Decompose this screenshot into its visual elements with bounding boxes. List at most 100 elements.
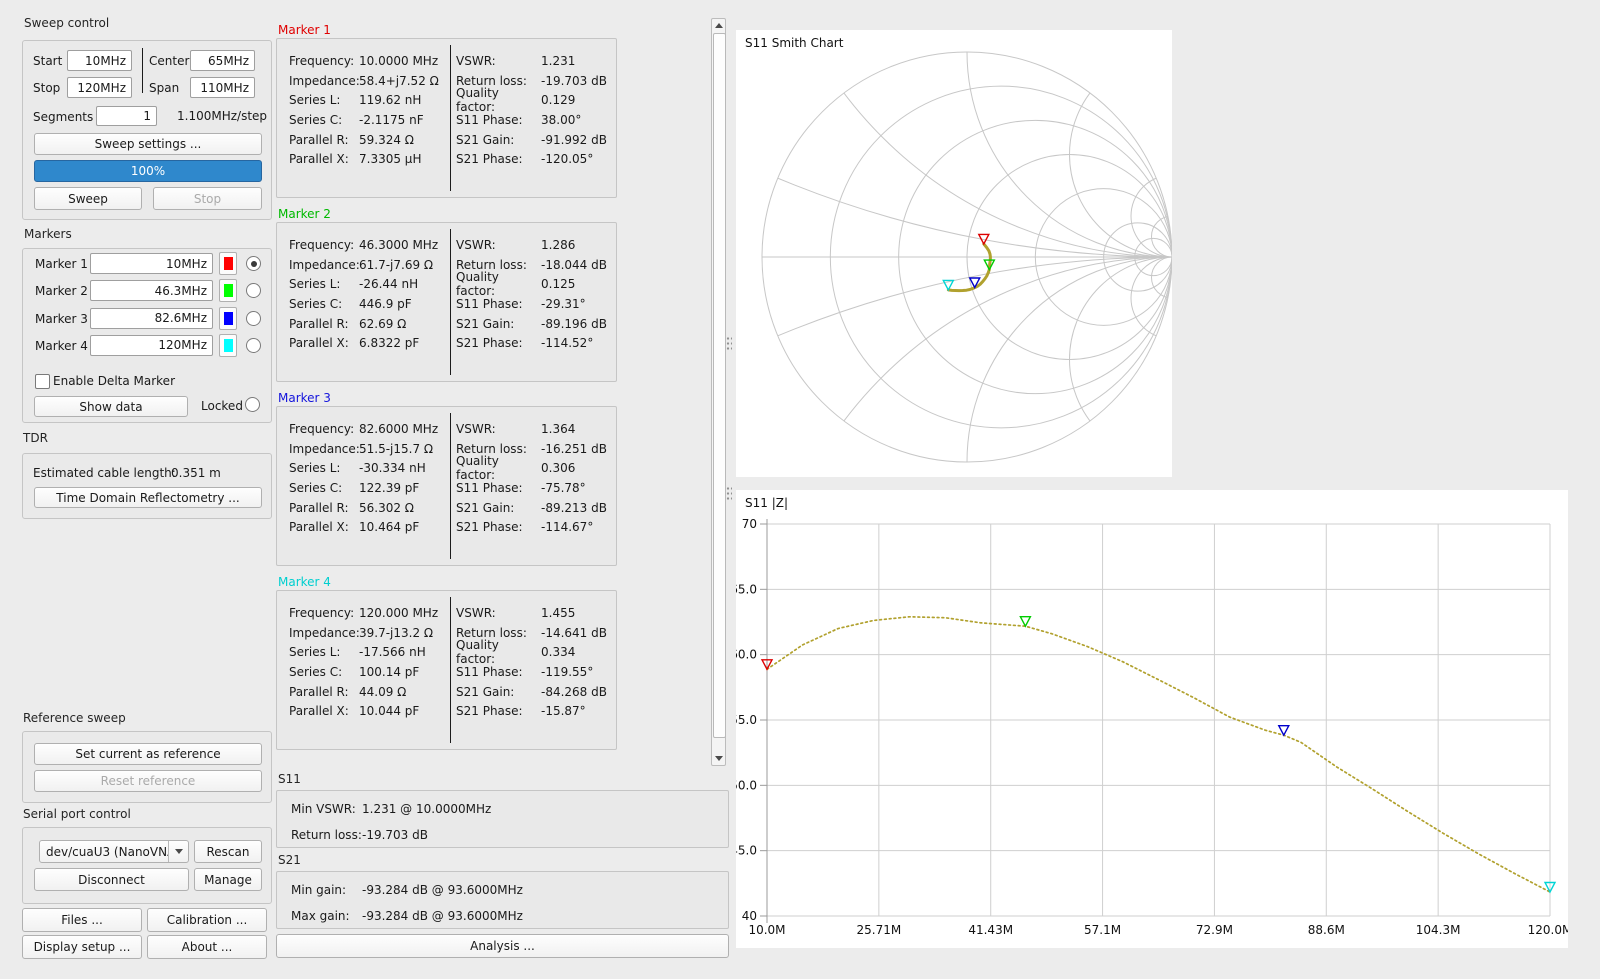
- segments-input[interactable]: 1: [96, 106, 157, 126]
- display-setup-button[interactable]: Display setup ...: [22, 935, 142, 959]
- marker-select-radio[interactable]: [246, 256, 261, 271]
- marker-label: Marker 1: [35, 257, 88, 271]
- marker-color-swatch[interactable]: [219, 306, 237, 330]
- enable-delta-marker-checkbox[interactable]: [35, 374, 50, 389]
- field-label: S11 Phase:: [456, 480, 523, 495]
- marker-color: [223, 338, 233, 352]
- field-value: 1.286: [541, 237, 576, 252]
- tdr-button[interactable]: Time Domain Reflectometry ...: [34, 487, 262, 508]
- field-value: 446.9 pF: [359, 296, 412, 311]
- sweep-control-title: Sweep control: [24, 16, 110, 30]
- field-value: 82.6000 MHz: [359, 421, 439, 436]
- stop-input[interactable]: 120MHz: [67, 77, 132, 98]
- field-label: VSWR:: [456, 421, 496, 436]
- field-value: -19.703 dB: [541, 73, 607, 88]
- field-label: Series L:: [289, 93, 341, 108]
- magz-marker-4-icon: [1543, 881, 1557, 894]
- smith-chart-panel[interactable]: S11 Smith Chart: [736, 30, 1172, 477]
- show-data-button[interactable]: Show data: [34, 396, 188, 417]
- marker-select-radio[interactable]: [246, 310, 261, 326]
- field-value: 1.364: [541, 421, 576, 436]
- marker-frequency-input[interactable]: 82.6MHz: [90, 307, 213, 329]
- field-value: 44.09 Ω: [359, 684, 407, 699]
- smith-marker-2-icon: [983, 259, 996, 272]
- reference-sweep-group: [22, 731, 272, 803]
- field-value: -120.05°: [541, 152, 594, 167]
- sweep-button[interactable]: Sweep: [34, 187, 142, 210]
- field-label: S21 Gain:: [456, 684, 515, 699]
- splitter-handle[interactable]: [726, 336, 732, 352]
- marker-select-radio[interactable]: [246, 337, 261, 353]
- scroll-down-icon[interactable]: [712, 752, 725, 765]
- marker-scrollbar[interactable]: [711, 18, 726, 766]
- marker-color-swatch[interactable]: [219, 252, 237, 275]
- scrollbar-thumb[interactable]: [713, 33, 726, 738]
- magz-x-tick-label: 72.9M: [1196, 923, 1233, 937]
- field-label: S21 Gain:: [456, 132, 515, 147]
- field-value: 7.3305 µH: [359, 152, 422, 167]
- field-label: Parallel X:: [289, 336, 349, 351]
- field-label: Impedance:: [289, 73, 360, 88]
- serial-port-group: [22, 827, 272, 904]
- span-input[interactable]: 110MHz: [190, 77, 255, 98]
- manage-button[interactable]: Manage: [194, 868, 262, 891]
- marker-color-swatch[interactable]: [219, 333, 237, 357]
- marker-color-swatch[interactable]: [219, 279, 237, 303]
- marker-frequency-input[interactable]: 120MHz: [90, 334, 213, 356]
- sweep-settings-button[interactable]: Sweep settings ...: [34, 133, 262, 155]
- serial-port-select[interactable]: dev/cuaU3 (NanoVNA): [39, 840, 189, 863]
- magz-chart-svg[interactable]: 10.0M 25.71M 41.43M 57.1M 72.9M 88.6M 104.3M 12…: [736, 490, 1568, 948]
- calibration-button[interactable]: Calibration ...: [147, 908, 267, 932]
- field-label: Series C:: [289, 664, 343, 679]
- marker-color: [223, 257, 233, 270]
- marker-frequency-input[interactable]: 10MHz: [90, 253, 213, 274]
- set-reference-button[interactable]: Set current as reference: [34, 743, 262, 765]
- field-value: 0.125: [541, 277, 576, 292]
- disconnect-button[interactable]: Disconnect: [34, 868, 189, 891]
- combo-dropdown-area: [168, 841, 188, 862]
- smith-s11-trace: [946, 242, 992, 293]
- field-value: -14.641 dB: [541, 625, 607, 640]
- reset-reference-button[interactable]: Reset reference: [34, 770, 262, 792]
- field-value: 59.324 Ω: [359, 132, 414, 147]
- min-gain-label: Min gain:: [291, 883, 347, 897]
- s21-summary-title: S21: [278, 853, 301, 867]
- field-label: S21 Phase:: [456, 152, 523, 167]
- marker-data-left-column: Frequency: 120.000 MHz Impedance: 39.7-j13…: [289, 603, 447, 721]
- stop-button[interactable]: Stop: [153, 187, 262, 210]
- magz-chart-panel[interactable]: S11 |Z| 10.0M 25.71M 41.43M 57.1M 72.9M 88.6M…: [736, 490, 1568, 948]
- about-button[interactable]: About ...: [147, 935, 267, 959]
- field-value: 56.302 Ω: [359, 500, 414, 515]
- field-value: -2.1175 nF: [359, 112, 424, 127]
- marker-data-left-column: Frequency: 82.6000 MHz Impedance: 51.5-j15…: [289, 419, 447, 537]
- marker-data-section: Marker 4 Frequency: 120.000 MHz Impedance…: [276, 575, 617, 751]
- field-label: Quality factor:: [456, 270, 499, 299]
- magz-y-tick-label: 65.0: [736, 582, 757, 596]
- s11-summary-title: S11: [278, 772, 301, 786]
- field-label: Parallel X:: [289, 520, 349, 535]
- field-label: Parallel R:: [289, 684, 349, 699]
- files-button[interactable]: Files ...: [22, 908, 142, 932]
- field-value: -89.213 dB: [541, 500, 607, 515]
- field-label: S11 Phase:: [456, 112, 523, 127]
- marker-frequency-input[interactable]: 46.3MHz: [90, 280, 213, 302]
- smith-reactance-grid: [762, 52, 1172, 462]
- center-input[interactable]: 65MHz: [190, 50, 255, 71]
- splitter-handle[interactable]: [726, 486, 732, 502]
- field-value: 1.231: [541, 53, 576, 68]
- locked-radio[interactable]: [245, 397, 260, 412]
- analysis-button[interactable]: Analysis ...: [276, 934, 729, 958]
- scroll-up-icon[interactable]: [712, 19, 725, 32]
- field-value: -75.78°: [541, 480, 586, 495]
- field-label: Quality factor:: [456, 454, 499, 483]
- start-input[interactable]: 10MHz: [67, 50, 132, 71]
- marker-select-radio[interactable]: [246, 283, 261, 299]
- field-label: Series L:: [289, 645, 341, 660]
- field-value: 6.8322 pF: [359, 336, 420, 351]
- rescan-button[interactable]: Rescan: [194, 840, 262, 863]
- marker-row: Marker 1 10MHz: [22, 248, 270, 275]
- marker-data-right-column: VSWR: 1.286 Return loss: -18.044 dB Qualit…: [456, 235, 611, 353]
- field-value: -119.55°: [541, 664, 594, 679]
- smith-chart-svg[interactable]: [736, 30, 1172, 477]
